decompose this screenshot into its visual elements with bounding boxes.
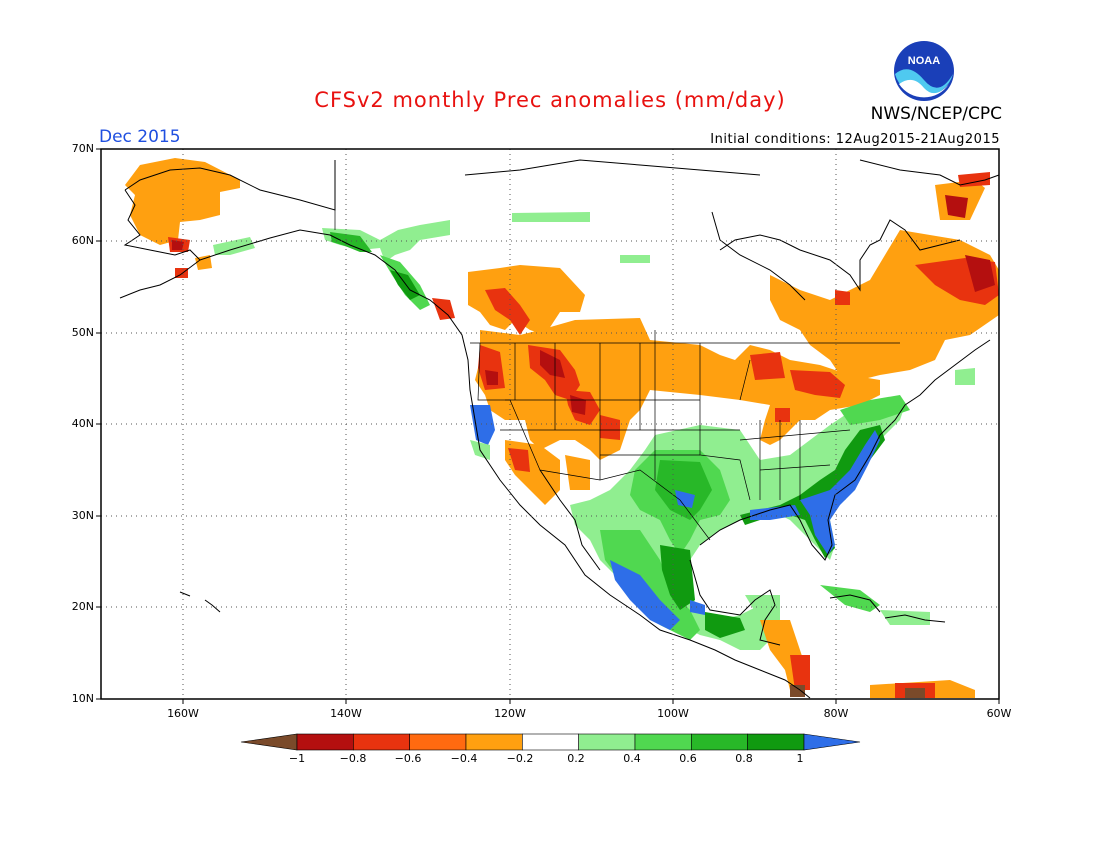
- lat-label: 20N: [71, 600, 94, 613]
- colorbar-swatch: [747, 733, 805, 751]
- colorbar-swatch: [578, 733, 636, 751]
- colorbar-label: 0.2: [567, 752, 585, 765]
- colorbar-label: 0.4: [623, 752, 641, 765]
- colorbar-swatch: [353, 733, 410, 751]
- colorbar-swatch: [409, 733, 467, 751]
- lon-label: 140W: [330, 707, 362, 720]
- map-border: [100, 148, 1000, 700]
- colorbar-arrow-low: [240, 733, 298, 751]
- graticule: [101, 149, 999, 699]
- colorbar-label: −0.8: [339, 752, 367, 765]
- axis-ticks: [96, 148, 1000, 704]
- colorbar-label: −1: [288, 752, 306, 765]
- colorbar-label: −0.4: [450, 752, 478, 765]
- colorbar-label: 1: [796, 752, 804, 765]
- forecast-period: Dec 2015: [99, 127, 181, 147]
- colorbar-arrow-high: [803, 733, 861, 751]
- logo-text: NOAA: [908, 55, 940, 67]
- colorbar-swatch: [522, 733, 579, 751]
- colorbar: [240, 733, 861, 751]
- colorbar-label: 0.6: [679, 752, 697, 765]
- chart-title: CFSv2 monthly Prec anomalies (mm/day): [314, 88, 786, 112]
- colorbar-swatch: [465, 733, 523, 751]
- lat-label: 30N: [71, 509, 94, 522]
- lat-label: 50N: [71, 326, 94, 339]
- anomaly-pacnw-dry: [468, 265, 585, 335]
- lon-label: 120W: [494, 707, 526, 720]
- anomaly-alaska-dry: [125, 158, 240, 245]
- initial-conditions: Initial conditions: 12Aug2015-21Aug2015: [710, 132, 1000, 147]
- colorbar-swatch: [634, 733, 692, 751]
- colorbar-swatch: [296, 733, 354, 751]
- lon-label: 100W: [657, 707, 689, 720]
- noaa-logo-icon: NOAA: [894, 41, 954, 101]
- colorbar-label: −0.6: [394, 752, 422, 765]
- coastlines: [119, 159, 1000, 699]
- lon-label: 160W: [167, 707, 199, 720]
- lat-label: 70N: [71, 142, 94, 155]
- colorbar-label: −0.2: [506, 752, 534, 765]
- anomaly-caribbean: [820, 585, 880, 612]
- lat-label: 60N: [71, 234, 94, 247]
- lat-label: 40N: [71, 417, 94, 430]
- lat-label: 10N: [71, 692, 94, 705]
- colorbar-swatch: [691, 733, 748, 751]
- agency-label: NWS/NCEP/CPC: [870, 104, 1002, 124]
- lon-label: 60W: [986, 707, 1012, 720]
- colorbar-label: 0.8: [735, 752, 753, 765]
- lon-label: 80W: [823, 707, 849, 720]
